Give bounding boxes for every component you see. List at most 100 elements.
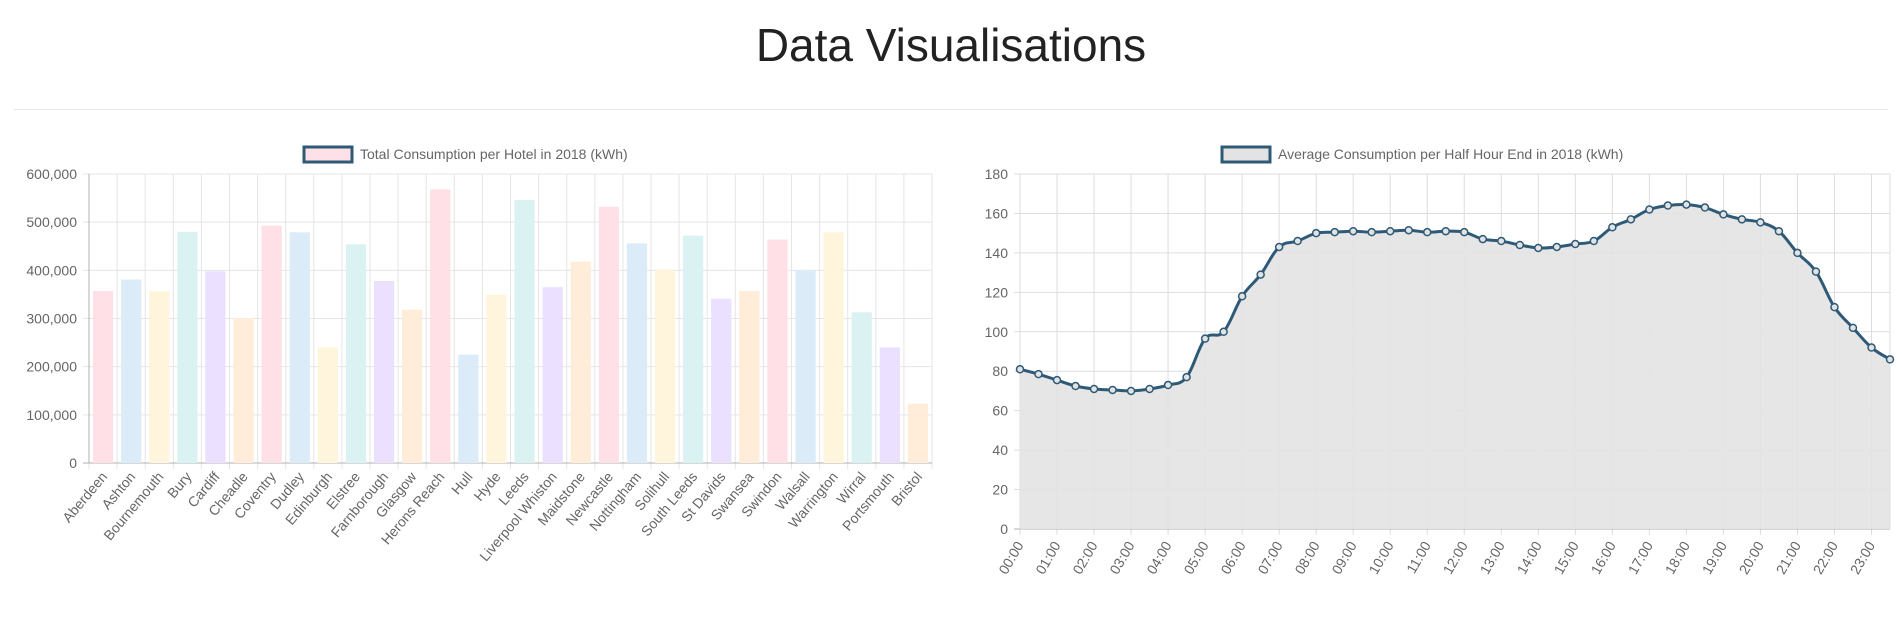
title-divider [14,109,1888,110]
bar-st-davids[interactable] [711,298,732,463]
data-point-0630[interactable] [1256,270,1265,279]
line-y-tick-label: 80 [992,363,1008,379]
bar-edinburgh[interactable] [317,347,338,463]
bar-hull[interactable] [458,354,479,463]
data-point-2130[interactable] [1811,267,1821,276]
data-point-0200[interactable] [1089,384,1099,394]
bar-hyde[interactable] [486,294,507,463]
line-y-tick-label: 120 [985,284,1009,300]
data-point-0800[interactable] [1311,228,1321,238]
line-x-tick-label: 05:00 [1180,538,1211,577]
data-point-0900[interactable] [1348,226,1358,236]
data-point-0400[interactable] [1163,380,1173,390]
data-point-1530[interactable] [1589,236,1599,246]
data-point-1200[interactable] [1460,227,1469,237]
data-point-0500[interactable] [1200,334,1210,343]
bar-y-tick-label: 0 [69,455,77,471]
data-point-0330[interactable] [1145,384,1154,394]
data-point-1430[interactable] [1552,242,1562,252]
data-point-0230[interactable] [1108,385,1117,395]
bar-y-tick-label: 500,000 [26,214,77,230]
bar-swindon[interactable] [767,239,788,463]
data-point-1900[interactable] [1719,210,1728,219]
data-point-2230[interactable] [1848,323,1858,333]
bar-y-tick-label: 200,000 [26,359,77,375]
line-x-tick-label: 20:00 [1736,538,1767,577]
bar-y-tick-label: 600,000 [26,166,77,182]
data-point-2030[interactable] [1774,226,1784,236]
line-x-tick-label: 22:00 [1810,538,1841,577]
line-y-tick-label: 60 [992,403,1008,419]
data-point-2200[interactable] [1830,302,1839,312]
bar-newcastle[interactable] [598,206,619,463]
bar-glasgow[interactable] [402,309,423,463]
bar-bristol[interactable] [907,403,929,463]
bar-swansea[interactable] [739,291,760,463]
data-point-0430[interactable] [1182,372,1191,382]
data-point-0130[interactable] [1071,381,1080,391]
data-point-0700[interactable] [1274,242,1284,252]
data-point-0030[interactable] [1034,369,1043,379]
bar-coventry[interactable] [261,225,282,463]
bar-portsmouth[interactable] [879,347,900,463]
bar-legend-swatch[interactable] [302,145,354,164]
data-point-1700[interactable] [1645,205,1654,214]
data-point-2100[interactable] [1793,248,1802,258]
data-point-0530[interactable] [1219,327,1228,337]
bar-nottingham[interactable] [626,243,648,463]
data-point-0000[interactable] [1015,365,1025,374]
data-point-2000[interactable] [1756,218,1765,227]
data-point-1030[interactable] [1404,225,1413,235]
bar-warrington[interactable] [823,232,844,463]
data-point-0930[interactable] [1367,227,1376,237]
data-point-1330[interactable] [1515,240,1525,250]
line-x-tick-label: 11:00 [1403,538,1434,576]
data-point-1930[interactable] [1737,215,1747,224]
line-x-tick-label: 13:00 [1476,538,1507,577]
line-x-tick-label: 21:00 [1773,538,1804,577]
area-fill [1020,204,1890,530]
bar-cardiff[interactable] [205,271,226,463]
data-point-2300[interactable] [1867,343,1876,352]
data-point-1600[interactable] [1608,223,1617,232]
data-point-2330[interactable] [1885,355,1895,364]
data-point-1730[interactable] [1663,201,1673,210]
bar-aberdeen[interactable] [92,291,114,463]
data-point-1230[interactable] [1478,234,1488,244]
data-point-1100[interactable] [1422,227,1432,237]
bar-dudley[interactable] [289,232,310,463]
bar-bournemouth[interactable] [149,291,170,463]
bar-south-leeds[interactable] [683,235,704,463]
data-point-0730[interactable] [1293,236,1302,246]
data-point-1800[interactable] [1682,200,1691,209]
bar-farnborough[interactable] [373,280,395,463]
bar-solihull[interactable] [654,269,676,463]
bar-legend-label[interactable]: Total Consumption per Hotel in 2018 (kWh… [360,146,628,162]
bar-herons-reach[interactable] [430,189,451,463]
bar-maidstone[interactable] [570,261,591,463]
bar-leeds[interactable] [514,200,535,463]
bar-elstree[interactable] [345,244,367,463]
data-point-1300[interactable] [1497,236,1506,246]
bar-y-tick-label: 100,000 [26,407,77,423]
data-point-0100[interactable] [1052,375,1062,385]
bar-liverpool-whiston[interactable] [542,287,563,463]
data-point-1000[interactable] [1385,226,1395,236]
data-point-0300[interactable] [1126,386,1136,396]
line-legend-swatch[interactable] [1220,145,1272,164]
data-point-0830[interactable] [1330,227,1339,237]
bar-ashton[interactable] [121,279,142,463]
data-point-0600[interactable] [1237,292,1247,301]
bar-walsall[interactable] [795,269,816,463]
data-point-1400[interactable] [1534,243,1543,253]
data-point-1630[interactable] [1626,215,1636,224]
bar-wirral[interactable] [851,312,872,463]
line-x-tick-label: 00:00 [995,538,1026,577]
data-point-1500[interactable] [1571,239,1580,249]
bar-cheadle[interactable] [233,318,254,463]
data-point-1130[interactable] [1441,226,1450,236]
bar-bury[interactable] [177,231,198,463]
line-legend-label[interactable]: Average Consumption per Half Hour End in… [1278,146,1623,162]
data-point-1830[interactable] [1700,203,1710,212]
